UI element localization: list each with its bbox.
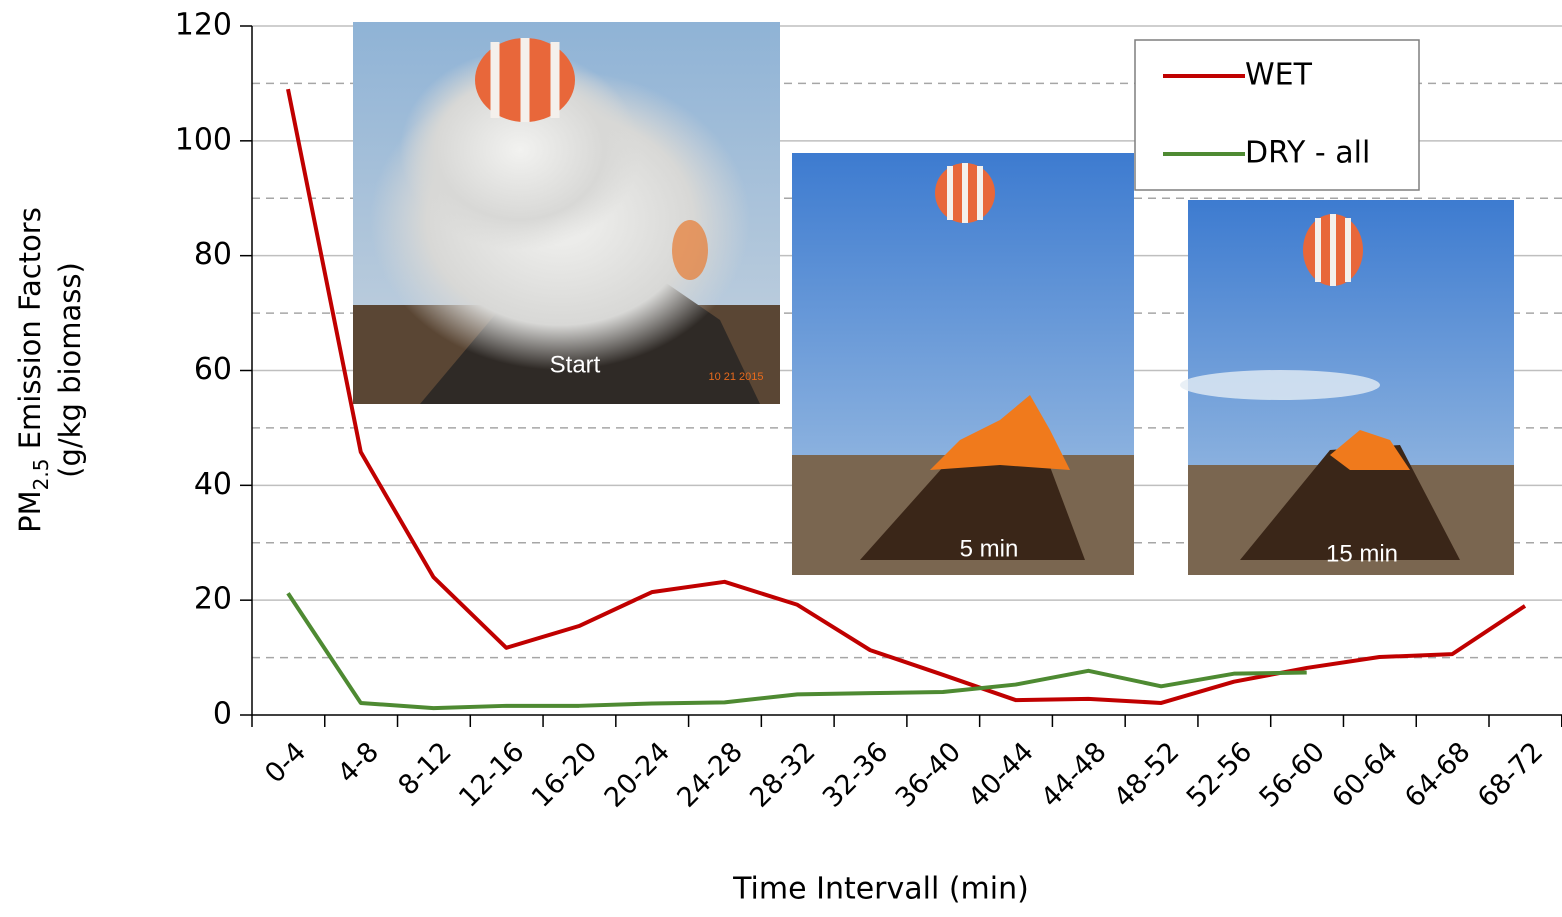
y-tick-label: 100	[175, 122, 232, 157]
x-tick-label: 12-16	[453, 736, 530, 813]
photo-date: 10 21 2015	[708, 371, 763, 383]
legend-label: WET	[1245, 58, 1313, 93]
x-tick-label: 52-56	[1181, 736, 1258, 813]
x-tick-label: 60-64	[1326, 736, 1403, 813]
x-tick-label: 56-60	[1254, 736, 1331, 813]
y-axis-title-line1: PM2.5 Emission Factors	[13, 207, 53, 533]
photo-15min	[1180, 200, 1514, 575]
x-tick-label: 8-12	[393, 736, 458, 801]
x-tick-label: 64-68	[1399, 736, 1476, 813]
photo-caption: 15 min	[1326, 540, 1398, 567]
y-tick-label: 0	[213, 697, 232, 732]
y-tick-label: 20	[194, 582, 232, 617]
x-tick-label: 0-4	[259, 736, 312, 789]
x-tick-label: 48-52	[1108, 736, 1185, 813]
y-tick-label: 40	[194, 467, 232, 502]
legend-box	[1134, 39, 1420, 191]
x-tick-label: 32-36	[817, 736, 894, 813]
photo-start	[353, 22, 780, 404]
x-tick-label: 28-32	[744, 736, 821, 813]
y-tick-label: 80	[194, 237, 232, 272]
x-tick-label: 24-28	[671, 736, 748, 813]
x-tick-label: 4-8	[332, 736, 385, 789]
x-tick-label: 44-48	[1035, 736, 1112, 813]
y-title-sub: 2.5	[29, 459, 53, 491]
y-tick-label: 60	[194, 352, 232, 387]
photos	[353, 22, 1514, 575]
photo-caption: Start	[550, 351, 601, 378]
y-tick-label: 120	[175, 8, 232, 43]
x-axis-title: Time Intervall (min)	[732, 872, 1029, 907]
x-tick-label: 20-24	[599, 736, 676, 813]
photo-5min	[792, 153, 1134, 575]
x-tick-label: 68-72	[1472, 736, 1549, 813]
series-line	[286, 592, 1307, 711]
series-line	[286, 88, 1527, 705]
photo-caption: 5 min	[960, 535, 1019, 562]
y-axis-title: PM2.5 Emission Factors (g/kg biomass)	[13, 207, 87, 533]
x-tick-label: 16-20	[526, 736, 603, 813]
y-axis-title-line2: (g/kg biomass)	[53, 262, 87, 478]
x-tick-label: 40-44	[962, 736, 1039, 813]
y-title-rest: Emission Factors	[13, 207, 47, 458]
legend-label: DRY - all	[1245, 136, 1370, 171]
x-tick-label: 36-40	[890, 736, 967, 813]
y-title-main: PM	[13, 490, 47, 533]
